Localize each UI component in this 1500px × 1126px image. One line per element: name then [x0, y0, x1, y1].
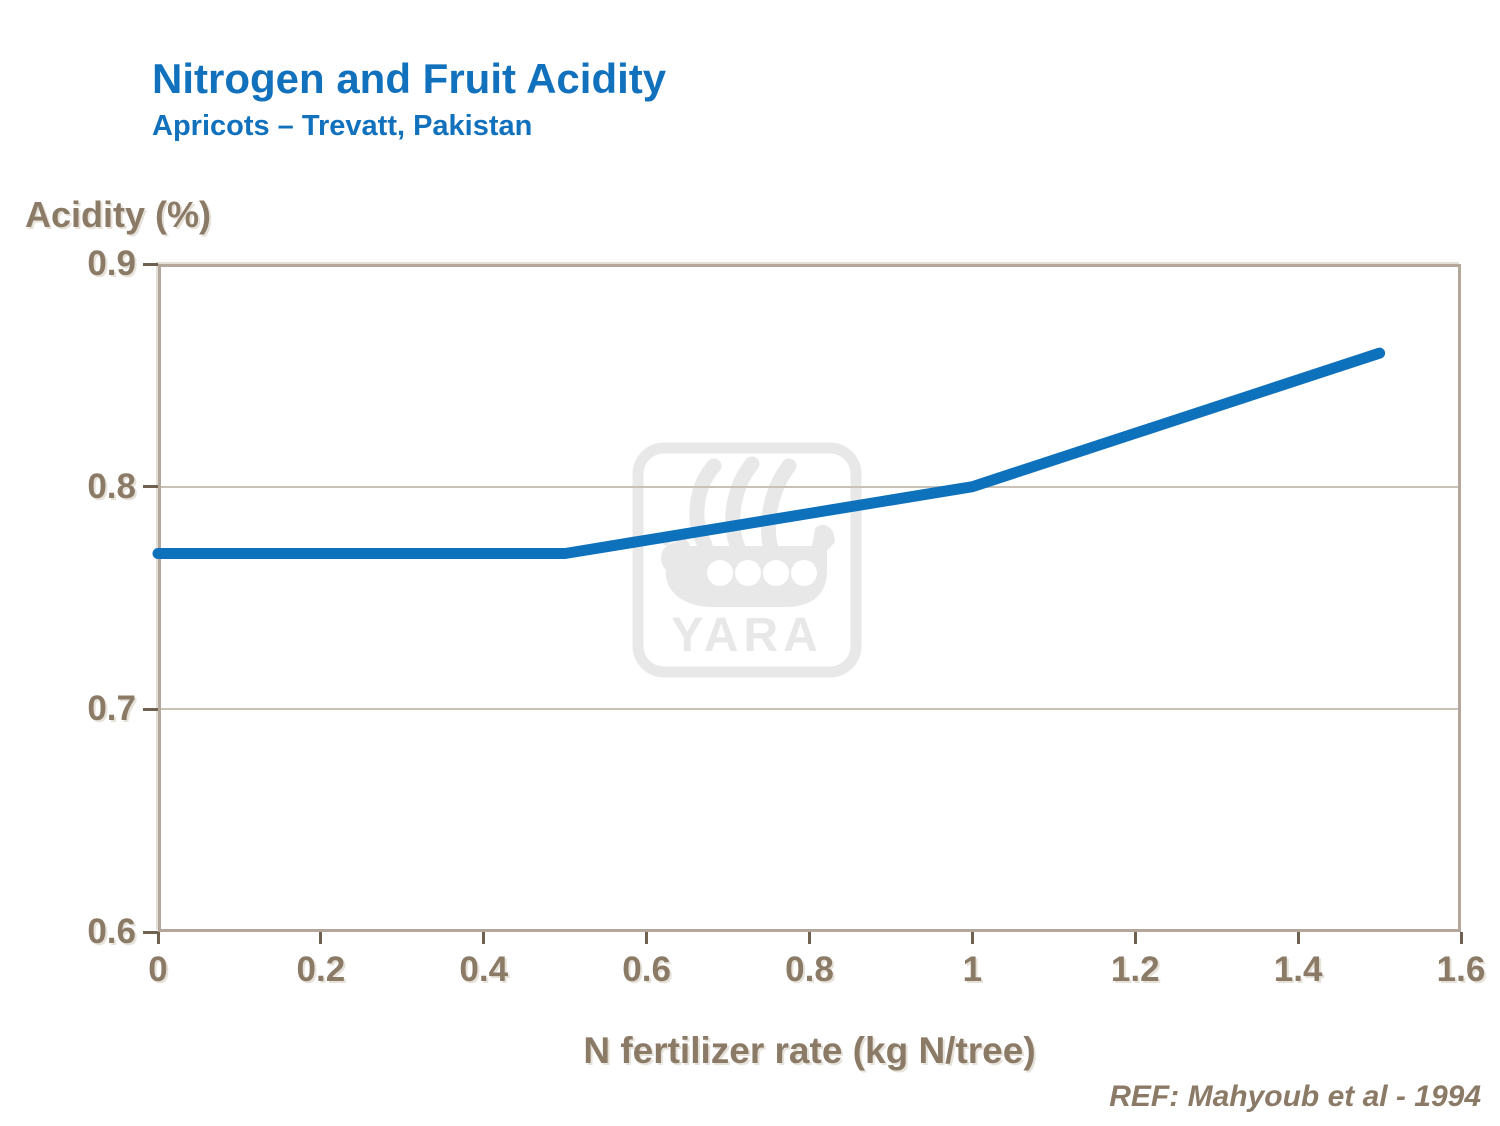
y-gridline	[161, 708, 1458, 711]
x-axis-tick-label: 0.8	[785, 950, 834, 989]
x-axis-tick-mark	[970, 932, 974, 944]
y-axis-tick-mark	[143, 930, 158, 934]
x-axis-title: N fertilizer rate (kg N/tree)	[583, 1030, 1036, 1071]
y-axis-tick-label: 0.8	[87, 466, 136, 506]
reference-text: REF: Mahyoub et al - 1994	[1109, 1080, 1481, 1113]
series-layer	[152, 347, 1386, 559]
x-axis-tick-label: 0	[148, 950, 168, 989]
y-gridline	[161, 485, 1458, 488]
x-axis-tick-mark	[1133, 932, 1137, 944]
x-axis-tick-mark	[1459, 932, 1463, 944]
x-axis-tick-label: 1.2	[1110, 950, 1160, 989]
yara-logo-frame	[632, 442, 862, 678]
x-axis-tick-label: 0.6	[622, 950, 671, 989]
y-axis-title: Acidity (%)	[25, 194, 212, 235]
y-axis-tick-mark	[143, 262, 158, 266]
y-axis-tick-mark	[143, 485, 158, 489]
yara-logo-shields	[707, 560, 817, 586]
x-axis-tick-mark	[1296, 932, 1300, 944]
acidity-line	[152, 347, 1386, 559]
x-axis-tick-mark	[319, 932, 323, 944]
x-axis-tick-mark	[482, 932, 486, 944]
y-axis-tick-mark	[143, 707, 158, 711]
x-axis-tick-mark	[645, 932, 649, 944]
y-axis-tick-label: 0.9	[87, 244, 136, 283]
x-axis-tick-label: 1.6	[1436, 950, 1486, 989]
plot-area	[158, 264, 1461, 932]
chart-subtitle: Apricots – Trevatt, Pakistan	[152, 110, 533, 142]
x-axis-tick-label: 1	[962, 950, 983, 989]
y-axis-tick-label: 0.6	[87, 912, 136, 951]
x-axis-tick-label: 0.2	[296, 950, 346, 989]
x-axis-tick-mark	[156, 932, 160, 944]
x-axis-tick-label: 0.4	[459, 950, 509, 989]
header: Nitrogen and Fruit Acidity Apricots – Tr…	[152, 55, 667, 143]
x-axis-tick-label: 1.4	[1273, 950, 1323, 989]
yara-watermark: YARA	[632, 442, 862, 678]
yara-logo-ship	[661, 524, 835, 607]
x-axis-tick-mark	[808, 932, 811, 944]
chart-title: Nitrogen and Fruit Acidity	[152, 55, 667, 102]
y-axis-tick-label: 0.7	[87, 689, 136, 729]
yara-logo-text: YARA	[671, 609, 823, 662]
